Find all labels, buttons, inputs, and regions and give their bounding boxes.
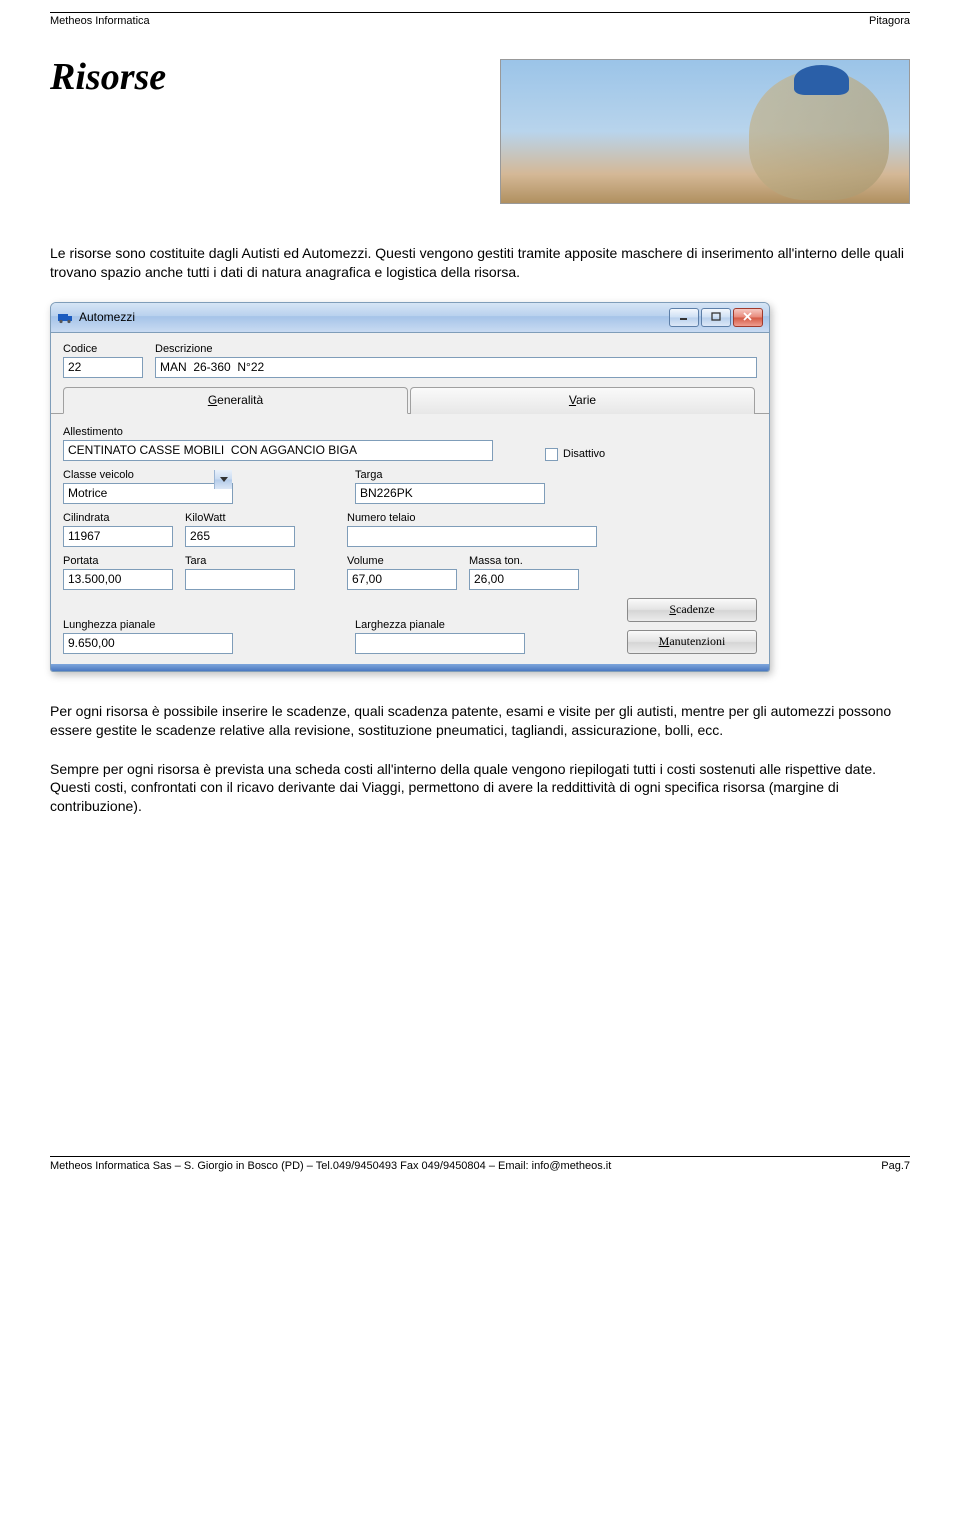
- descrizione-label: Descrizione: [155, 343, 757, 355]
- targa-label: Targa: [355, 469, 545, 481]
- portata-label: Portata: [63, 555, 173, 567]
- footer-left: Metheos Informatica Sas – S. Giorgio in …: [50, 1160, 611, 1172]
- massa-input[interactable]: [469, 569, 579, 590]
- codice-label: Codice: [63, 343, 143, 355]
- codice-input[interactable]: [63, 357, 143, 378]
- close-button[interactable]: [733, 308, 763, 327]
- descrizione-input[interactable]: [155, 357, 757, 378]
- kilowatt-input[interactable]: [185, 526, 295, 547]
- largh-input[interactable]: [355, 633, 525, 654]
- tab-generalita[interactable]: GGeneralitàeneralità: [63, 387, 408, 414]
- volume-label: Volume: [347, 555, 457, 567]
- disattivo-checkbox[interactable]: Disattivo: [545, 448, 605, 461]
- kilowatt-label: KiloWatt: [185, 512, 295, 524]
- allestimento-label: Allestimento: [63, 426, 493, 438]
- doc-header-right: Pitagora: [869, 15, 910, 27]
- dialog-bottom-strip: [51, 664, 769, 671]
- telaio-input[interactable]: [347, 526, 597, 547]
- classe-combo[interactable]: [63, 483, 233, 504]
- portata-input[interactable]: [63, 569, 173, 590]
- tara-input[interactable]: [185, 569, 295, 590]
- dialog-title: Automezzi: [79, 310, 669, 324]
- app-icon: [57, 309, 73, 325]
- largh-label: Larghezza pianale: [355, 619, 525, 631]
- section-title: Risorse: [50, 55, 166, 99]
- intro-paragraph-3: Sempre per ogni risorsa è prevista una s…: [50, 760, 910, 817]
- hero-image: [500, 59, 910, 204]
- telaio-label: Numero telaio: [347, 512, 597, 524]
- cilindrata-label: Cilindrata: [63, 512, 173, 524]
- automezzi-dialog: Automezzi Codice Descri: [50, 302, 770, 672]
- manutenzioni-button[interactable]: Manutenzioni: [627, 630, 757, 654]
- doc-header-left: Metheos Informatica: [50, 15, 150, 27]
- footer-right: Pag.7: [881, 1160, 910, 1172]
- massa-label: Massa ton.: [469, 555, 579, 567]
- disattivo-label: Disattivo: [563, 448, 605, 460]
- maximize-button[interactable]: [701, 308, 731, 327]
- intro-paragraph-1: Le risorse sono costituite dagli Autisti…: [50, 244, 910, 282]
- dialog-titlebar[interactable]: Automezzi: [51, 303, 769, 333]
- cilindrata-input[interactable]: [63, 526, 173, 547]
- tab-varie[interactable]: Varie: [410, 387, 755, 414]
- intro-paragraph-2: Per ogni risorsa è possibile inserire le…: [50, 702, 910, 740]
- lungh-label: Lunghezza pianale: [63, 619, 233, 631]
- targa-input[interactable]: [355, 483, 545, 504]
- allestimento-input[interactable]: [63, 440, 493, 461]
- lungh-input[interactable]: [63, 633, 233, 654]
- tara-label: Tara: [185, 555, 295, 567]
- classe-label: Classe veicolo: [63, 469, 233, 481]
- checkbox-box-icon: [545, 448, 558, 461]
- minimize-button[interactable]: [669, 308, 699, 327]
- volume-input[interactable]: [347, 569, 457, 590]
- scadenze-button[interactable]: Scadenze: [627, 598, 757, 622]
